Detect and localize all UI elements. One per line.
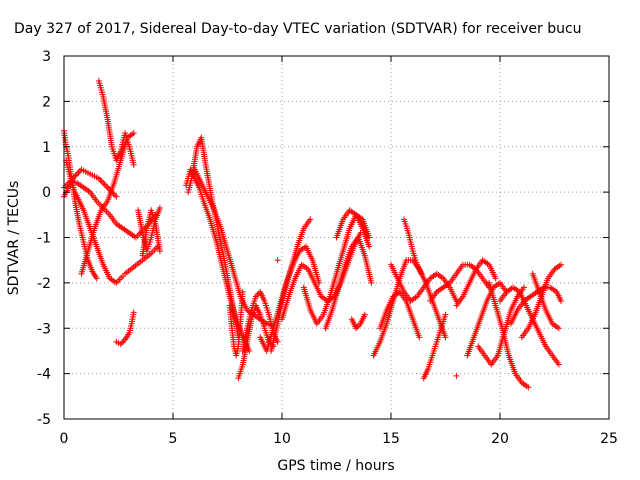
data-point bbox=[119, 339, 126, 346]
data-point bbox=[520, 284, 527, 291]
data-point bbox=[156, 205, 163, 212]
data-point bbox=[558, 261, 565, 268]
y-tick-label: -4 bbox=[37, 367, 51, 383]
data-point bbox=[558, 298, 565, 305]
chart-title: Day 327 of 2017, Sidereal Day-to-day VTE… bbox=[14, 21, 582, 37]
x-tick-label: 10 bbox=[273, 431, 291, 447]
data-point bbox=[239, 288, 246, 295]
y-tick-labels: 3 2 1 0 -1 -2 -3 -4 -5 bbox=[37, 49, 51, 428]
data-point bbox=[130, 130, 137, 137]
data-point bbox=[366, 234, 373, 241]
data-point bbox=[156, 248, 163, 255]
y-tick-label: -3 bbox=[37, 321, 51, 337]
x-tick-label: 15 bbox=[382, 431, 400, 447]
data-point bbox=[93, 275, 100, 282]
data-point bbox=[416, 334, 423, 341]
data-point bbox=[357, 229, 364, 236]
data-point bbox=[274, 257, 281, 264]
data-point bbox=[104, 184, 111, 191]
x-tick-labels: 0 5 10 15 20 25 bbox=[60, 431, 618, 447]
data-point bbox=[103, 183, 110, 190]
data-point bbox=[555, 361, 562, 368]
data-point bbox=[366, 243, 373, 250]
data-point bbox=[442, 311, 449, 318]
data-points bbox=[61, 77, 565, 391]
data-point bbox=[492, 275, 499, 282]
data-point bbox=[442, 334, 449, 341]
data-point bbox=[368, 279, 375, 286]
data-point bbox=[100, 180, 107, 187]
data-point bbox=[130, 309, 137, 316]
data-point bbox=[307, 216, 314, 223]
data-point bbox=[418, 270, 425, 277]
data-point bbox=[98, 178, 105, 185]
x-tick-label: 20 bbox=[491, 431, 509, 447]
y-tick-label: -2 bbox=[37, 276, 51, 292]
data-point bbox=[97, 177, 104, 184]
y-tick-label: 2 bbox=[42, 94, 51, 110]
y-tick-label: 1 bbox=[42, 140, 51, 156]
data-point bbox=[453, 372, 460, 379]
x-tick-label: 0 bbox=[60, 431, 69, 447]
axis-ticks bbox=[63, 55, 610, 420]
y-tick-label: -5 bbox=[37, 412, 51, 428]
x-axis-label: GPS time / hours bbox=[277, 458, 394, 474]
x-tick-label: 5 bbox=[169, 431, 178, 447]
data-point bbox=[130, 161, 137, 168]
y-tick-label: -1 bbox=[37, 231, 51, 247]
data-point bbox=[74, 170, 81, 177]
data-point bbox=[361, 311, 368, 318]
y-tick-label: 0 bbox=[42, 185, 51, 201]
data-point bbox=[72, 172, 79, 179]
data-point bbox=[246, 347, 253, 354]
data-point bbox=[113, 193, 120, 200]
data-point bbox=[525, 384, 532, 391]
data-point bbox=[101, 181, 108, 188]
data-point bbox=[555, 325, 562, 332]
data-point bbox=[274, 338, 281, 345]
y-tick-label: 3 bbox=[42, 49, 51, 65]
x-tick-label: 25 bbox=[600, 431, 618, 447]
y-axis-label: SDTVAR / TECUs bbox=[6, 181, 22, 296]
